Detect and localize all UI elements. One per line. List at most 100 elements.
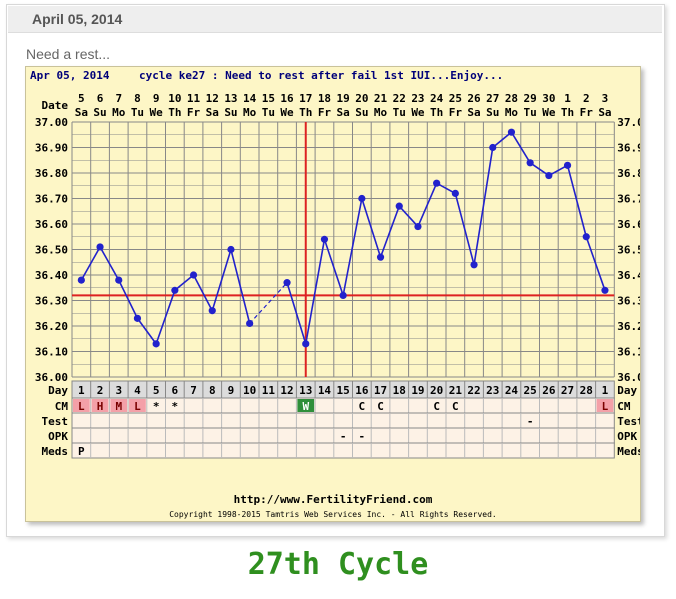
y-tick-left: 36.30: [35, 295, 68, 308]
weekday-label: We: [542, 106, 556, 119]
temp-segment: [510, 131, 531, 164]
weekday-label: Mo: [374, 106, 388, 119]
date-label: 27: [486, 92, 499, 105]
temp-segment: [80, 246, 101, 281]
date-label: 8: [134, 92, 141, 105]
weekday-label: Sa: [467, 106, 480, 119]
chart-footer-url: http://www.FertilityFriend.com: [234, 493, 433, 506]
weekday-label: We: [280, 106, 294, 119]
weekday-label: Tu: [262, 106, 275, 119]
temp-segment: [473, 147, 494, 265]
test-row-label-right: Test: [617, 415, 640, 428]
y-tick-left: 36.70: [35, 193, 68, 206]
cm-cell-bg: [129, 399, 146, 412]
post-date: April 05, 2014: [32, 11, 123, 27]
temp-point: [227, 245, 235, 254]
weekday-label: Tu: [524, 106, 537, 119]
weekday-label: Sa: [206, 106, 219, 119]
temp-point: [470, 261, 478, 269]
test-value: -: [527, 415, 534, 428]
temp-point: [77, 276, 85, 284]
y-tick-left: 36.40: [35, 269, 68, 282]
date-label: 11: [187, 92, 201, 105]
cycle-day-label: 2: [97, 384, 104, 397]
date-label: 3: [602, 92, 609, 105]
date-label: 23: [411, 92, 424, 105]
cm-row-label: CM: [55, 400, 69, 413]
temp-segment: [323, 239, 344, 296]
date-label: 18: [318, 92, 331, 105]
temp-point: [563, 161, 572, 169]
weekday-label: Th: [299, 106, 312, 119]
y-tick-right: 36.00: [617, 371, 640, 384]
y-tick-left: 36.50: [35, 244, 68, 257]
meds-value: P: [78, 445, 85, 458]
cm-value: *: [153, 400, 160, 413]
weekday-label: Su: [486, 106, 499, 119]
meds-row-label-right: Meds: [617, 445, 640, 458]
temp-point: [339, 291, 347, 299]
y-tick-left: 36.20: [35, 320, 68, 333]
cm-value: C: [377, 400, 384, 413]
date-label: 20: [355, 92, 368, 105]
cycle-day-label: 4: [134, 384, 141, 397]
weekday-label: Su: [93, 106, 106, 119]
temp-segment: [566, 165, 588, 237]
bbt-chart-svg: Apr 05, 2014 cycle ke27 : Need to rest af…: [30, 69, 640, 519]
opk-value: -: [340, 430, 347, 443]
cycle-day-label: 8: [209, 384, 216, 397]
date-label: 17: [299, 92, 312, 105]
weekday-label: Th: [430, 106, 443, 119]
cycle-day-label: 18: [393, 384, 406, 397]
temp-point: [152, 340, 160, 348]
date-label: 5: [78, 92, 85, 105]
cycle-day-label: 26: [542, 384, 556, 397]
cm-value: C: [452, 400, 459, 413]
temp-point: [526, 159, 534, 167]
y-tick-right: 36.50: [617, 244, 640, 257]
cycle-day-label: 7: [190, 384, 197, 397]
y-tick-left: 36.60: [35, 218, 68, 231]
date-label: 21: [374, 92, 388, 105]
temp-segment: [398, 205, 419, 228]
weekday-label: We: [411, 106, 425, 119]
temp-segment: [342, 198, 363, 296]
temp-segment: [99, 246, 120, 281]
cm-row-label-right: CM: [617, 400, 631, 413]
cycle-day-label: 10: [243, 384, 256, 397]
cm-cell-bg: [110, 399, 128, 412]
temp-segment: [379, 205, 401, 258]
cm-value: C: [433, 400, 440, 413]
temp-segment: [417, 182, 438, 227]
day-row-label: Day: [48, 384, 68, 397]
date-label: 24: [430, 92, 444, 105]
weekday-label: Th: [168, 106, 181, 119]
temp-segment: [492, 131, 512, 149]
meds-row-bg: [71, 442, 615, 459]
cm-value: L: [134, 400, 141, 413]
temp-segment: [211, 249, 232, 311]
cycle-day-label: 24: [505, 384, 519, 397]
date-label: 30: [542, 92, 555, 105]
y-tick-left: 36.90: [35, 142, 68, 155]
date-label: 26: [467, 92, 481, 105]
cm-value: *: [172, 400, 179, 413]
cm-value: H: [97, 400, 104, 413]
post-subtitle: Need a rest...: [26, 46, 111, 62]
date-label: 6: [97, 92, 104, 105]
temp-point: [320, 235, 329, 243]
weekday-label: Fr: [318, 106, 332, 119]
chart-footer-copyright: Copyright 1998-2015 Tamtris Web Services…: [169, 510, 497, 519]
temp-segment: [192, 274, 213, 312]
date-label: 22: [393, 92, 406, 105]
day-row-label-right: Day: [617, 384, 637, 397]
weekday-label: Mo: [243, 106, 257, 119]
temp-segment-dashed: [249, 282, 288, 324]
y-tick-right: 36.40: [617, 269, 640, 282]
weekday-label: Fr: [449, 106, 463, 119]
date-label: 7: [115, 92, 122, 105]
temp-point: [395, 202, 403, 210]
cycle-day-label: 27: [561, 384, 574, 397]
cycle-caption: 27th Cycle: [247, 547, 429, 582]
temp-point: [283, 279, 291, 287]
